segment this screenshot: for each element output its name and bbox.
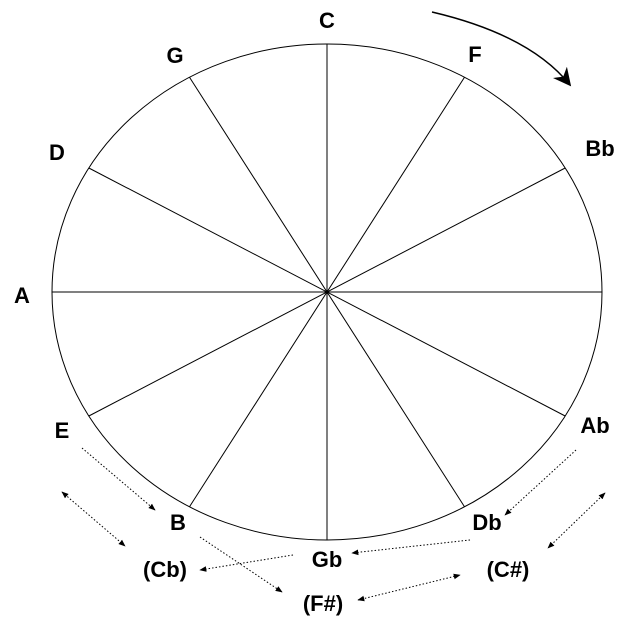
arrow <box>547 492 606 549</box>
spokes <box>52 44 602 540</box>
arrow <box>357 573 461 602</box>
note-label: D <box>49 140 65 165</box>
enharmonic-arrows <box>61 447 606 602</box>
note-label: E <box>55 418 70 443</box>
note-label: C <box>319 8 335 33</box>
note-label: Db <box>472 510 501 535</box>
note-label: Bb <box>585 136 614 161</box>
spoke <box>189 76 465 508</box>
arrow <box>199 554 294 572</box>
arrow <box>61 491 126 547</box>
enharmonic-label: (C#) <box>487 557 530 582</box>
labels: C F Bb Ab Db Gb B E A D G (Cb) (F#) (C#) <box>14 8 615 616</box>
arrow <box>199 536 283 593</box>
note-label: A <box>14 283 30 308</box>
arrow <box>504 449 577 516</box>
note-label: F <box>468 42 481 67</box>
note-label: B <box>170 510 186 535</box>
direction-arrow <box>431 11 572 87</box>
arrow <box>351 539 471 556</box>
enharmonic-label: (F#) <box>303 591 343 616</box>
arrow <box>81 447 156 511</box>
enharmonic-label: (Cb) <box>143 557 187 582</box>
note-label: Ab <box>580 413 609 438</box>
note-label: G <box>166 43 183 68</box>
note-label: Gb <box>312 547 343 572</box>
